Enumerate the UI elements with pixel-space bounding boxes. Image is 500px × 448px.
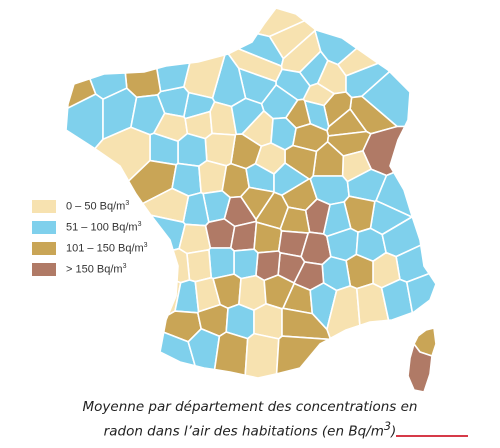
legend: 0 – 50 Bq/m3 51 – 100 Bq/m3 101 – 150 Bq… — [32, 196, 148, 280]
department-region — [94, 126, 151, 182]
department-region — [326, 285, 361, 340]
caption-line-2: radon dans l’air des habitations (en Bq/… — [103, 420, 397, 440]
france-radon-map — [65, 7, 437, 393]
map-caption: Moyenne par département des concentratio… — [0, 398, 500, 442]
legend-label: 51 – 100 Bq/m3 — [66, 221, 142, 234]
department-region — [275, 335, 330, 375]
legend-swatch — [32, 242, 56, 255]
legend-label: 101 – 150 Bq/m3 — [66, 242, 148, 255]
department-region — [172, 247, 191, 284]
legend-item-over-150: > 150 Bq/m3 — [32, 259, 148, 280]
department-region — [230, 220, 258, 252]
department-region — [406, 272, 437, 314]
legend-swatch — [32, 263, 56, 276]
legend-label: > 150 Bq/m3 — [66, 263, 127, 276]
mainland-france — [65, 7, 437, 379]
caption-line-1: Moyenne par département des concentratio… — [82, 399, 418, 415]
caption-accent-rule — [396, 435, 468, 437]
department-region — [177, 132, 208, 167]
legend-swatch — [32, 200, 56, 213]
department-region — [208, 247, 235, 280]
department-region — [244, 332, 280, 379]
legend-swatch — [32, 221, 56, 234]
corsica — [407, 327, 437, 393]
legend-label: 0 – 50 Bq/m3 — [66, 200, 130, 213]
department-region — [186, 249, 212, 283]
legend-item-51-100: 51 – 100 Bq/m3 — [32, 217, 148, 238]
legend-item-101-150: 101 – 150 Bq/m3 — [32, 238, 148, 259]
legend-item-0-50: 0 – 50 Bq/m3 — [32, 196, 148, 217]
department-region — [213, 331, 249, 377]
department-region — [233, 248, 259, 280]
department-region — [253, 303, 283, 340]
corsica-department — [407, 343, 433, 393]
department-region — [204, 218, 236, 249]
